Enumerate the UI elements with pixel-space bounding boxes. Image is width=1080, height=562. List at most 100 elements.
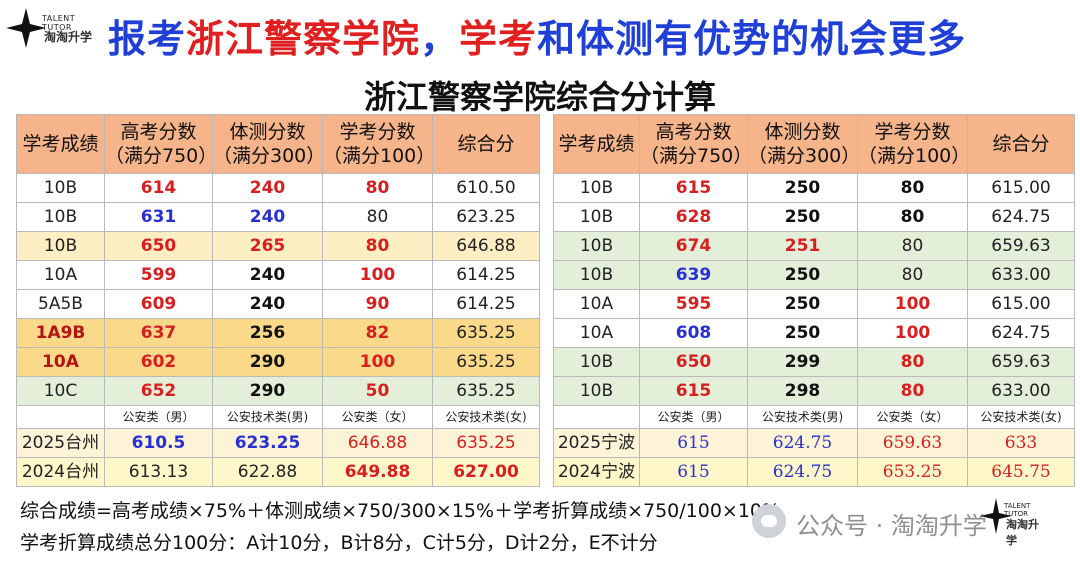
table-cell: 250 bbox=[747, 289, 858, 319]
table-cell: 614.25 bbox=[432, 289, 540, 319]
table-row: 10A 602 290 100 635.25 bbox=[16, 347, 540, 377]
table-row: 10B 628 250 80 624.75 bbox=[553, 202, 1075, 232]
table-cell: 50 bbox=[322, 376, 433, 406]
conversion-rule-text: 学考折算成绩总分100分：A计10分，B计8分，C计5分，D计2分，E不计分 bbox=[20, 532, 658, 554]
table-cell: 80 bbox=[857, 173, 968, 203]
table-cell: 610.50 bbox=[432, 173, 540, 203]
table-cell: 80 bbox=[857, 231, 968, 261]
headline-segment: 和体测有优势的机会更多 bbox=[537, 17, 967, 61]
column-header-line: （满分100） bbox=[323, 145, 433, 167]
table-cell: 5A5B bbox=[16, 289, 105, 319]
table-cell: 240 bbox=[212, 202, 323, 232]
summary-cell: 613.13 bbox=[104, 457, 213, 487]
watermark-logo: TALENT TUTOR 淘淘升学 bbox=[978, 496, 1048, 547]
table-cell: 80 bbox=[322, 173, 433, 203]
summary-cell: 2025台州 bbox=[16, 428, 105, 458]
summary-cell: 2025宁波 bbox=[553, 428, 640, 458]
summary-row: 2024台州 613.13 622.88 649.88 627.00 bbox=[16, 457, 540, 487]
table-cell: 609 bbox=[104, 289, 213, 319]
table-cell: 639 bbox=[639, 260, 748, 290]
column-header: 体测分数 （满分300） bbox=[212, 114, 323, 174]
column-header: 高考分数 （满分750） bbox=[104, 114, 213, 174]
table-cell: 1A9B bbox=[16, 318, 105, 348]
table-cell: 615.00 bbox=[967, 289, 1075, 319]
table-cell: 10A bbox=[553, 318, 640, 348]
table-cell: 650 bbox=[639, 347, 748, 377]
table-row: 10A 599 240 100 614.25 bbox=[16, 260, 540, 290]
category-note: 公安技术类(女) bbox=[967, 405, 1075, 429]
column-header: 学考分数 （满分100） bbox=[322, 114, 433, 174]
table-cell: 637 bbox=[104, 318, 213, 348]
table-cell: 10A bbox=[16, 260, 105, 290]
table-row: 1A9B 637 256 82 635.25 bbox=[16, 318, 540, 348]
summary-cell: 622.88 bbox=[212, 457, 323, 487]
column-header: 学考成绩 bbox=[16, 114, 105, 174]
table-cell: 633.00 bbox=[967, 260, 1075, 290]
summary-row: 2025宁波 615 624.75 659.63 633 bbox=[553, 428, 1075, 458]
table-cell: 595 bbox=[639, 289, 748, 319]
column-header-line: （满分300） bbox=[213, 145, 323, 167]
table-row: 10B 615 298 80 633.00 bbox=[553, 376, 1075, 406]
table-cell: 250 bbox=[747, 202, 858, 232]
summary-cell: 615 bbox=[639, 457, 748, 487]
table-cell: 100 bbox=[322, 347, 433, 377]
summary-cell: 623.25 bbox=[212, 428, 323, 458]
column-header: 综合分 bbox=[432, 114, 540, 174]
column-header: 学考成绩 bbox=[553, 114, 640, 174]
table-cell: 290 bbox=[212, 347, 323, 377]
score-table-left: 学考成绩 高考分数 （满分750） 体测分数 （满分300） 学考分数 （满分100） 综合分… bbox=[16, 114, 540, 487]
table-cell: 628 bbox=[639, 202, 748, 232]
table-cell: 602 bbox=[104, 347, 213, 377]
summary-cell: 645.75 bbox=[967, 457, 1075, 487]
table-cell: 10B bbox=[16, 231, 105, 261]
column-header-line: 学考分数 bbox=[874, 121, 951, 143]
watermark-logo-chinese: 淘淘升学 bbox=[1006, 518, 1039, 547]
table-cell: 10B bbox=[553, 173, 640, 203]
table-cell: 256 bbox=[212, 318, 323, 348]
table-cell: 80 bbox=[857, 202, 968, 232]
summary-cell: 2024宁波 bbox=[553, 457, 640, 487]
category-note-row: 公安类（男） 公安技术类(男) 公安类（女） 公安技术类(女) bbox=[16, 405, 540, 429]
table-cell: 659.63 bbox=[967, 347, 1075, 377]
category-note: 公安类（男） bbox=[639, 405, 748, 429]
table-cell: 80 bbox=[857, 260, 968, 290]
table-row: 10A 608 250 100 624.75 bbox=[553, 318, 1075, 348]
logo-english: TALENT TUTOR bbox=[42, 14, 76, 32]
table-cell: 650 bbox=[104, 231, 213, 261]
table-cell: 615 bbox=[639, 376, 748, 406]
table-cell: 10B bbox=[16, 173, 105, 203]
category-note: 公安技术类(女) bbox=[432, 405, 540, 429]
column-header-line: （满分100） bbox=[858, 145, 968, 167]
table-cell: 10A bbox=[16, 347, 105, 377]
table-cell: 100 bbox=[322, 260, 433, 290]
table-cell: 635.25 bbox=[432, 376, 540, 406]
column-header-line: （满分300） bbox=[748, 145, 858, 167]
column-header-line: 学考成绩 bbox=[558, 133, 635, 155]
table-cell: 608 bbox=[639, 318, 748, 348]
table-cell: 250 bbox=[747, 260, 858, 290]
star-logo-icon bbox=[980, 498, 1012, 534]
table-cell: 10C bbox=[16, 376, 105, 406]
table-cell: 615 bbox=[639, 173, 748, 203]
table-cell: 599 bbox=[104, 260, 213, 290]
table-cell: 80 bbox=[857, 376, 968, 406]
table-cell: 614.25 bbox=[432, 260, 540, 290]
column-header-line: （满分750） bbox=[105, 145, 213, 167]
table-row: 10B 639 250 80 633.00 bbox=[553, 260, 1075, 290]
headline-segment: 浙江警察学院 bbox=[186, 17, 421, 61]
summary-cell: 659.63 bbox=[857, 428, 968, 458]
table-cell: 652 bbox=[104, 376, 213, 406]
table-cell: 80 bbox=[322, 202, 433, 232]
table-cell: 623.25 bbox=[432, 202, 540, 232]
summary-row: 2024宁波 615 624.75 653.25 645.75 bbox=[553, 457, 1075, 487]
column-header-line: 高考分数 bbox=[655, 121, 732, 143]
column-header: 综合分 bbox=[967, 114, 1075, 174]
table-cell: 635.25 bbox=[432, 347, 540, 377]
table-cell: 240 bbox=[212, 260, 323, 290]
logo-chinese: 淘淘升学 bbox=[44, 30, 93, 44]
summary-cell: 649.88 bbox=[322, 457, 433, 487]
table-cell: 299 bbox=[747, 347, 858, 377]
table-cell: 10B bbox=[553, 347, 640, 377]
table-cell: 10A bbox=[553, 289, 640, 319]
table-cell: 265 bbox=[212, 231, 323, 261]
